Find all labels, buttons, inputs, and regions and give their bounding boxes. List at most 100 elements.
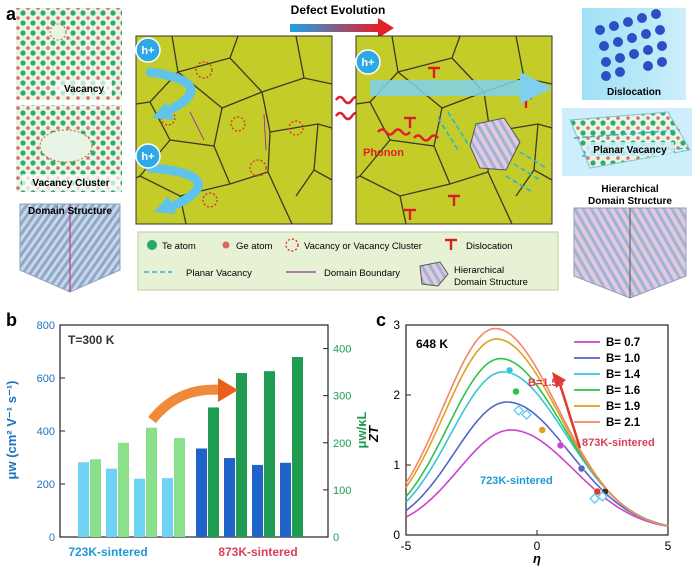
legend-dislocation-marker: [445, 238, 457, 250]
legend-box: [137, 231, 559, 291]
hole-badge-1: [135, 37, 161, 63]
c-legend-label: B= 1.0: [606, 353, 640, 365]
bar-mu-w: [134, 478, 145, 537]
legend-te-label: Te atom: [162, 241, 196, 252]
point-873k: [556, 441, 565, 450]
panel-c-legend: B= 0.7 B= 1.0 B= 1.4 B= 1.6 B= 1.9 B= 2.1: [574, 337, 641, 429]
zt-curve: [405, 401, 669, 527]
planar-vacancy-label: Planar Vacancy: [593, 145, 667, 156]
panel-b-group-873: 873K-sintered: [218, 545, 297, 559]
bar-mu-ratio: [174, 438, 185, 537]
bar-mu-ratio: [90, 459, 101, 537]
b-right-tick-label: 100: [333, 485, 351, 497]
vacancy-label-bg: [56, 80, 112, 96]
c-legend-label: B= 1.4: [606, 369, 641, 381]
bar-mu-w: [106, 468, 117, 537]
c-x-tick-label: -5: [401, 539, 412, 553]
c-legend-label: B= 2.1: [606, 417, 641, 429]
panel-c-annotation: 648 K: [416, 337, 448, 351]
hole-badge-3: [355, 49, 381, 75]
panel-c-ylabel: ZT: [366, 425, 381, 443]
defect-evolution-arrow-bar: [290, 24, 378, 32]
panel-c-points: [505, 366, 609, 505]
bar-mu-w: [252, 464, 263, 537]
vacancy-label: Vacancy: [64, 84, 104, 95]
point-873k: [505, 366, 514, 375]
b-left-tick-label: 0: [49, 532, 55, 544]
point-723k: [589, 493, 601, 505]
panel-c-trend-arrowhead: [552, 372, 566, 388]
b-left-tick-label: 200: [37, 479, 55, 491]
vacancy-cluster-label-bg: [22, 174, 120, 190]
panel-c-723-label: 723K-sintered: [480, 475, 553, 487]
c-y-tick-label: 1: [393, 458, 400, 472]
bar-mu-w: [224, 458, 235, 537]
bar-mu-w: [162, 478, 173, 537]
c-y-tick-label: 0: [393, 528, 400, 542]
vacancy-marker: [49, 23, 67, 41]
c-legend-label: B= 1.9: [606, 401, 640, 413]
panel-a-label: a: [6, 4, 17, 24]
point-873k: [512, 387, 520, 396]
dislocation-label: Dislocation: [607, 87, 661, 98]
legend-hier-line1: Hierarchical: [454, 265, 504, 276]
c-y-tick-label: 3: [393, 318, 400, 332]
legend-vacancy-label: Vacancy or Vacancy Cluster: [304, 241, 422, 252]
bar-mu-ratio: [236, 373, 247, 537]
grain-panel-right: Phonon h+: [355, 35, 553, 225]
bar-mu-ratio: [292, 357, 303, 537]
panel-b-trend-arrow: [148, 384, 223, 424]
bar-mu-w: [196, 448, 207, 537]
point-873k: [593, 487, 602, 496]
legend-hier-marker: [419, 261, 449, 287]
c-legend-label: B= 0.7: [606, 337, 640, 349]
panel-b: b T=300 K 0 200 400 600 800 0 100 200 300 400 μw…: [4, 310, 369, 559]
zt-curve: [405, 429, 669, 528]
c-x-tick-label: 5: [665, 539, 672, 553]
bar-mu-w: [78, 462, 89, 537]
bar-mu-ratio: [208, 407, 219, 537]
legend-te-marker: [147, 240, 157, 250]
point-873k: [538, 426, 546, 434]
legend-dislocation-label: Dislocation: [466, 241, 512, 252]
defect-evolution-title: Defect Evolution: [291, 3, 386, 17]
b-left-tick-label: 800: [37, 320, 55, 332]
vacancy-cluster-label: Vacancy Cluster: [32, 178, 109, 189]
b-left-tick-label: 400: [37, 426, 55, 438]
point-723k: [597, 491, 608, 502]
b-right-tick-label: 300: [333, 391, 351, 403]
legend-planar-label: Planar Vacancy: [186, 268, 252, 279]
hole-badge-2: [135, 143, 161, 169]
b-left-tick-label: 600: [37, 373, 55, 385]
domain-structure-label: Domain Structure: [28, 206, 112, 217]
panel-b-label: b: [6, 310, 17, 330]
legend-hier-line2: Domain Structure: [454, 277, 528, 288]
panel-a: a Defect Evolution Vacancy Vacancy Clust…: [6, 3, 692, 299]
panel-c-label: c: [376, 310, 386, 330]
panel-b-left-ticks: 0 200 400 600 800: [37, 320, 65, 544]
panel-c-b-annotation: B=1.58: [528, 377, 564, 389]
planar-vacancy-dash-1: [573, 129, 681, 139]
hole-label-3: h+: [361, 57, 374, 69]
legend-boundary-label: Domain Boundary: [324, 268, 400, 279]
legend-ge-marker: [222, 241, 230, 249]
bar-mu-ratio: [146, 427, 157, 537]
hole-label-1: h+: [141, 45, 154, 57]
panel-c-trend-line: [556, 377, 582, 449]
panel-b-right-axis-title: μw/κL: [354, 412, 369, 449]
point-873k: [577, 464, 586, 473]
bar-mu-ratio: [118, 442, 129, 537]
panel-b-left-axis-title: μw (cm² V⁻¹ s⁻¹): [4, 381, 19, 480]
legend-ge-label: Ge atom: [236, 241, 273, 252]
bar-mu-ratio: [264, 371, 275, 537]
b-right-tick-label: 400: [333, 344, 351, 356]
panel-c-xlabel: η: [533, 551, 541, 566]
panel-b-annotation: T=300 K: [68, 333, 115, 347]
hierarchical-label-line1: Hierarchical: [601, 184, 658, 195]
zt-curve: [405, 327, 669, 527]
planar-vacancy-label-bg: [586, 142, 674, 156]
phonon-label: Phonon: [363, 147, 404, 159]
bar-mu-w: [280, 462, 291, 537]
c-x-tick-label: 0: [534, 539, 541, 553]
